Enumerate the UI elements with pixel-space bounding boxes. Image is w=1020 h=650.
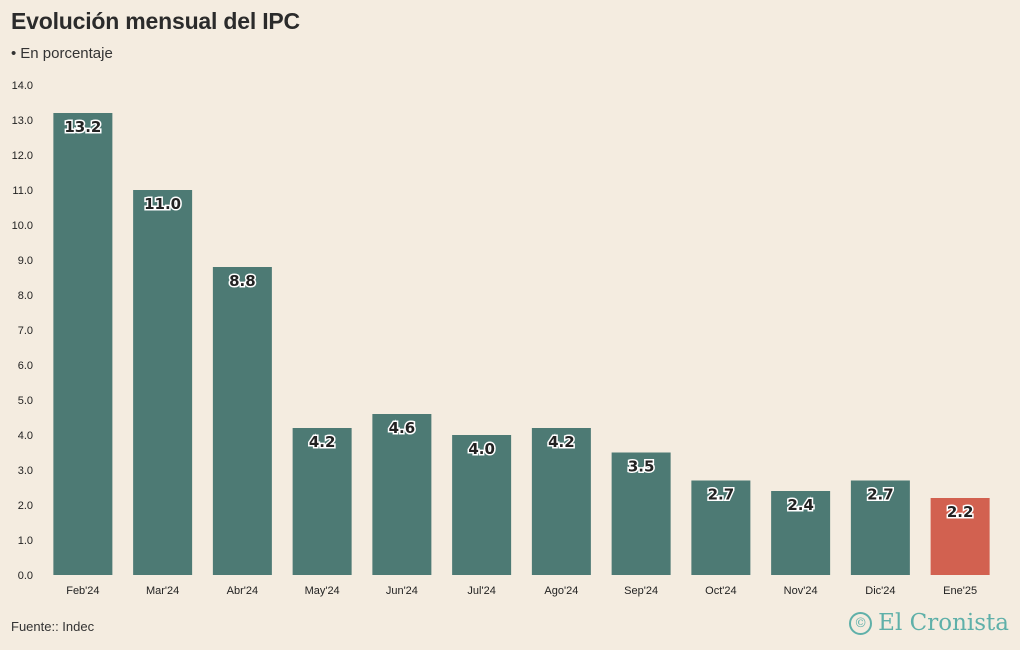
bar-value-label: 2.7 bbox=[867, 486, 894, 504]
y-tick-label: 11.0 bbox=[12, 185, 33, 197]
bar bbox=[452, 435, 512, 575]
source-note: Fuente:: Indec bbox=[11, 619, 95, 634]
bar bbox=[372, 414, 432, 575]
bar bbox=[611, 452, 671, 575]
x-tick-label: Abr'24 bbox=[227, 585, 258, 597]
x-tick-label: May'24 bbox=[305, 585, 340, 597]
bar-value-label: 4.6 bbox=[389, 419, 416, 437]
x-axis: Feb'24 Mar'24 Abr'24 May'24 Jun'24 Jul'24 Ago'… bbox=[66, 585, 977, 597]
bar bbox=[212, 267, 272, 575]
bar-value-label: 13.2 bbox=[64, 118, 101, 136]
y-tick-label: 12.0 bbox=[12, 150, 33, 162]
bar-value-label: 3.5 bbox=[628, 458, 655, 476]
x-tick-label: Jun'24 bbox=[386, 585, 418, 597]
y-tick-label: 2.0 bbox=[18, 500, 33, 512]
value-labels: 13.2 11.0 8.8 4.2 4.6 4.0 4.2 3.5 2.7 2.4 2.7 2.2 bbox=[63, 117, 975, 523]
x-tick-label: Sep'24 bbox=[624, 585, 658, 597]
y-tick-label: 8.0 bbox=[18, 290, 33, 302]
y-tick-label: 0.0 bbox=[18, 570, 33, 582]
logo-text: El Cronista bbox=[878, 610, 1009, 636]
chart-title: Evolución mensual del IPC bbox=[11, 8, 300, 34]
y-tick-label: 5.0 bbox=[18, 395, 33, 407]
y-tick-label: 1.0 bbox=[18, 535, 33, 547]
bar bbox=[292, 428, 352, 575]
y-tick-label: 13.0 bbox=[12, 115, 33, 127]
bar-value-label: 2.2 bbox=[947, 503, 974, 521]
bar-value-label: 4.0 bbox=[468, 440, 495, 458]
x-tick-label: Ene'25 bbox=[943, 585, 977, 597]
y-axis: 0.0 1.0 2.0 3.0 4.0 5.0 6.0 7.0 8.0 9.0 10.0 11.0 12… bbox=[12, 80, 33, 582]
y-tick-label: 3.0 bbox=[18, 465, 33, 477]
bar-value-label: 11.0 bbox=[144, 195, 181, 213]
x-tick-label: Mar'24 bbox=[146, 585, 179, 597]
bar bbox=[930, 498, 990, 575]
subtitle-text: En porcentaje bbox=[20, 45, 113, 62]
x-tick-label: Jul'24 bbox=[467, 585, 495, 597]
x-tick-label: Feb'24 bbox=[66, 585, 99, 597]
bar-value-label: 4.2 bbox=[309, 433, 336, 451]
copyright-icon: © bbox=[849, 611, 873, 635]
bar-value-label: 4.2 bbox=[548, 433, 575, 451]
x-tick-label: Dic'24 bbox=[865, 585, 895, 597]
bar bbox=[850, 480, 910, 575]
chart-subtitle: • En porcentaje bbox=[11, 45, 113, 62]
bar-value-label: 2.7 bbox=[708, 486, 735, 504]
subtitle-bullet: • bbox=[11, 45, 17, 62]
bar bbox=[133, 190, 193, 575]
bar-value-label: 2.4 bbox=[787, 496, 814, 514]
bar bbox=[691, 480, 751, 575]
y-tick-label: 14.0 bbox=[12, 80, 33, 92]
y-tick-label: 9.0 bbox=[18, 255, 33, 267]
y-tick-label: 7.0 bbox=[18, 325, 33, 337]
y-tick-label: 10.0 bbox=[12, 220, 33, 232]
bar bbox=[531, 428, 591, 575]
bar bbox=[53, 113, 113, 575]
el-cronista-logo: © El Cronista bbox=[849, 610, 1009, 636]
bars bbox=[53, 113, 990, 575]
bar bbox=[771, 491, 831, 575]
bar-value-label: 8.8 bbox=[229, 272, 256, 290]
y-tick-label: 4.0 bbox=[18, 430, 33, 442]
x-tick-label: Nov'24 bbox=[784, 585, 818, 597]
x-tick-label: Ago'24 bbox=[544, 585, 578, 597]
y-tick-label: 6.0 bbox=[18, 360, 33, 372]
x-tick-label: Oct'24 bbox=[705, 585, 736, 597]
